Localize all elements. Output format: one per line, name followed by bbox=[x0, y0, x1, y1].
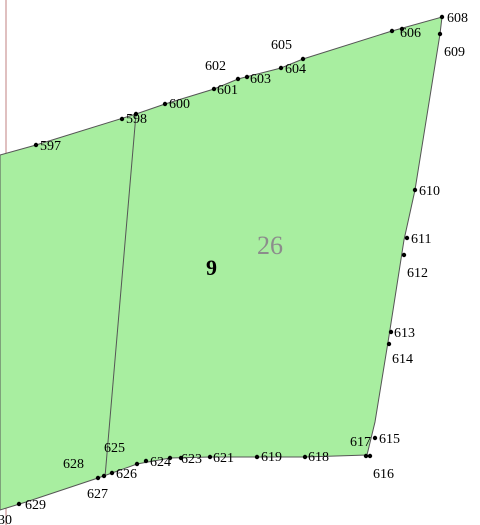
vertex-617a bbox=[363, 453, 369, 459]
vertex-621 bbox=[207, 454, 213, 460]
point-label-611: 611 bbox=[411, 232, 431, 247]
point-label-615: 615 bbox=[379, 432, 400, 447]
vertex-623 bbox=[178, 455, 184, 461]
vertex-611 bbox=[404, 235, 410, 241]
point-label-613: 613 bbox=[394, 326, 415, 341]
parcel-polygon[interactable] bbox=[0, 16, 443, 511]
point-label-625: 625 bbox=[104, 441, 125, 456]
point-label-628: 628 bbox=[63, 457, 84, 472]
point-label-603: 603 bbox=[250, 72, 271, 87]
vertex-605 bbox=[300, 56, 306, 62]
vertex-608 bbox=[439, 14, 445, 20]
vertex-markers bbox=[16, 14, 445, 507]
point-label-624: 624 bbox=[150, 455, 171, 470]
vertex-618 bbox=[302, 454, 308, 460]
vertex-628 bbox=[95, 475, 101, 481]
point-label-604: 604 bbox=[285, 62, 306, 77]
point-label-617: 617 bbox=[350, 435, 371, 450]
point-label-602: 602 bbox=[205, 59, 226, 74]
vertex-619 bbox=[254, 454, 260, 460]
point-label-626: 626 bbox=[116, 467, 137, 482]
point-label-600: 600 bbox=[169, 97, 190, 112]
vertex-626a bbox=[134, 461, 140, 467]
point-label-627: 627 bbox=[87, 487, 108, 502]
point-label-612: 612 bbox=[407, 266, 428, 281]
division-line bbox=[104, 113, 137, 478]
vertex-603 bbox=[244, 74, 250, 80]
point-labels: 597 598 600 601 602 603 604 605 606 608 … bbox=[0, 11, 468, 525]
vertex-601 bbox=[211, 86, 217, 92]
point-label-598: 598 bbox=[126, 112, 147, 127]
point-label-597: 597 bbox=[40, 139, 61, 154]
point-label-608: 608 bbox=[447, 11, 468, 26]
point-label-621: 621 bbox=[213, 451, 234, 466]
point-label-630: 30 bbox=[0, 513, 12, 525]
vertex-606a bbox=[389, 28, 395, 34]
vertex-617b bbox=[367, 453, 373, 459]
parcel-area: 26 bbox=[257, 231, 283, 260]
vertex-602 bbox=[235, 76, 241, 82]
vertex-598b bbox=[133, 111, 139, 117]
vertex-606b bbox=[399, 26, 405, 32]
point-label-619: 619 bbox=[261, 450, 282, 465]
point-label-605: 605 bbox=[271, 38, 292, 53]
vertex-615 bbox=[372, 435, 378, 441]
vertex-625 bbox=[143, 458, 149, 464]
vertex-626b bbox=[109, 470, 115, 476]
vertex-629 bbox=[16, 501, 22, 507]
vertex-627 bbox=[101, 473, 107, 479]
point-label-609: 609 bbox=[444, 45, 465, 60]
point-label-616: 616 bbox=[373, 467, 394, 482]
point-label-618: 618 bbox=[308, 450, 329, 465]
vertex-614 bbox=[386, 341, 392, 347]
vertex-598a bbox=[119, 116, 125, 122]
parcel-number: 9 bbox=[206, 255, 217, 280]
vertex-600 bbox=[162, 101, 168, 107]
vertex-624 bbox=[167, 455, 173, 461]
vertex-610 bbox=[412, 187, 418, 193]
point-label-629: 629 bbox=[25, 498, 46, 513]
vertex-604 bbox=[278, 65, 284, 71]
vertex-609 bbox=[437, 31, 443, 37]
point-label-601: 601 bbox=[217, 83, 238, 98]
point-label-610: 610 bbox=[419, 184, 440, 199]
vertex-597 bbox=[33, 142, 39, 148]
vertex-613 bbox=[388, 329, 394, 335]
point-label-614: 614 bbox=[392, 352, 413, 367]
point-label-606: 606 bbox=[400, 26, 421, 41]
point-label-623: 623 bbox=[181, 452, 202, 467]
vertex-612 bbox=[401, 252, 407, 258]
